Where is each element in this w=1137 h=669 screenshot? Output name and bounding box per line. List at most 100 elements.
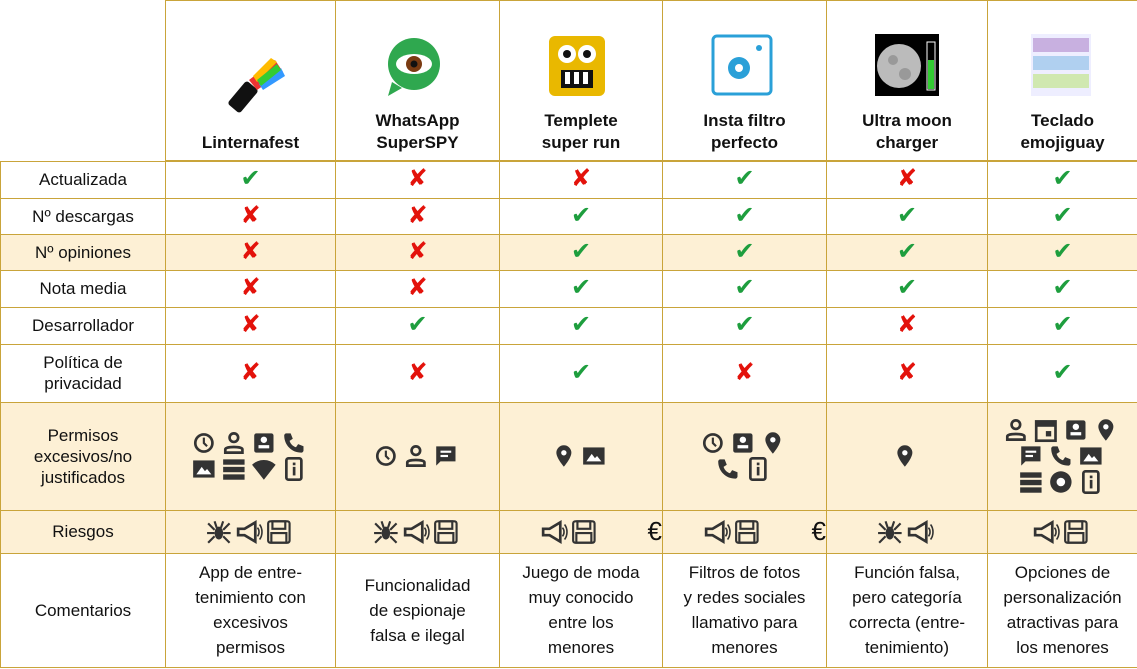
check-cell: ✔ xyxy=(499,269,663,308)
check-cell: ✘ xyxy=(662,343,827,403)
risks-cell xyxy=(165,509,336,554)
check-mark: ✔ xyxy=(896,200,918,229)
row-label: Riesgos xyxy=(0,509,166,554)
text-line: justificados xyxy=(40,467,126,487)
text-line: App de entre- xyxy=(198,563,302,582)
permissions-cell xyxy=(165,401,336,511)
check-cell: ✔ xyxy=(662,160,827,199)
text-line: Teclado xyxy=(1031,111,1094,130)
risks-cell xyxy=(987,509,1137,554)
text-line: Riesgos xyxy=(52,522,114,541)
permissions-cell xyxy=(499,401,663,511)
text-line: Actualizada xyxy=(39,170,127,189)
risks-cell xyxy=(826,509,988,554)
check-mark: ✘ xyxy=(407,273,428,301)
text-line: Linternafest xyxy=(201,133,300,152)
row-label: Política de privacidad xyxy=(0,343,166,403)
text-line: y redes sociales xyxy=(683,588,806,607)
icon-group xyxy=(897,445,913,467)
criteria-row: Política de privacidad ✘ ✘ ✔ ✘ ✘ ✔ xyxy=(0,343,1137,403)
check-mark: ✘ xyxy=(734,357,755,386)
check-cell: ✔ xyxy=(335,306,500,345)
icon-group xyxy=(375,445,455,467)
app-header: Linternafest xyxy=(165,0,336,162)
text-line: muy conocido xyxy=(528,588,634,607)
check-mark: ✔ xyxy=(734,273,755,301)
check-cell: ✘ xyxy=(335,269,500,308)
icon-group xyxy=(717,456,767,482)
text-line: Ultra moon xyxy=(862,111,952,130)
check-cell: ✘ xyxy=(335,343,500,403)
check-cell: ✔ xyxy=(987,160,1137,199)
check-mark: ✘ xyxy=(896,164,918,193)
text-line: Templete xyxy=(544,111,618,130)
check-mark: ✘ xyxy=(240,357,261,386)
text-line: atractivas para xyxy=(1006,613,1119,632)
risks-cell: € xyxy=(662,509,827,554)
text-line: perfecto xyxy=(710,133,779,152)
check-cell: ✔ xyxy=(826,197,988,235)
comments-row: Comentarios App de entre-tenimiento con ex… xyxy=(0,552,1137,668)
check-cell: ✔ xyxy=(662,197,827,235)
app-header: WhatsApp SuperSPY xyxy=(335,0,500,162)
check-cell: ✘ xyxy=(499,160,663,199)
text-line: Política de xyxy=(43,353,123,372)
check-cell: ✘ xyxy=(165,197,336,235)
check-mark: ✔ xyxy=(734,164,755,193)
permissions-cell xyxy=(335,401,500,511)
comment-cell: Opciones de personalización atractivas par… xyxy=(987,552,1137,668)
icon-group xyxy=(1005,419,1113,443)
text-line: de espionaje xyxy=(369,600,466,620)
check-mark: ✔ xyxy=(1052,164,1073,193)
row-label: Nº opiniones xyxy=(0,233,166,271)
row-label: Permisos excesivos/no justificados xyxy=(0,401,166,511)
text-line: SuperSPY xyxy=(376,133,459,152)
row-label: Desarrollador xyxy=(0,306,166,345)
check-cell: ✔ xyxy=(165,160,336,199)
text-line: Opciones de xyxy=(1014,563,1111,582)
risks-cell xyxy=(335,509,500,554)
text-line: tenimiento con xyxy=(195,588,306,607)
check-cell: ✘ xyxy=(165,343,336,403)
check-mark: ✘ xyxy=(240,236,261,265)
risks-cell: € xyxy=(499,509,663,554)
text-line: Filtros de fotos xyxy=(688,563,801,582)
app-icon xyxy=(549,36,605,96)
check-mark: ✔ xyxy=(734,310,755,338)
check-cell: ✔ xyxy=(662,306,827,345)
check-cell: ✔ xyxy=(987,197,1137,235)
permissions-cell xyxy=(662,401,827,511)
icon-group xyxy=(1033,519,1088,544)
criteria-row: Nº opiniones ✘ ✘ ✔ ✔ ✔ ✔ xyxy=(0,233,1137,271)
text-line: Comentarios xyxy=(34,600,132,620)
check-cell: ✘ xyxy=(826,306,988,345)
check-cell: ✔ xyxy=(826,233,988,271)
euro-sign: € xyxy=(647,516,662,546)
comment-cell: Filtros de fotos y redes sociales llamativ… xyxy=(662,552,827,668)
check-mark: ✘ xyxy=(407,236,428,265)
app-icon xyxy=(387,38,440,96)
check-mark: ✔ xyxy=(570,357,592,386)
text-line: menores xyxy=(711,638,778,657)
check-cell: ✘ xyxy=(826,343,988,403)
check-mark: ✘ xyxy=(240,200,261,229)
check-mark: ✘ xyxy=(896,310,918,338)
text-line: Nota media xyxy=(39,279,127,298)
check-cell: ✘ xyxy=(335,197,500,235)
check-mark: ✔ xyxy=(1052,200,1073,229)
check-mark: ✔ xyxy=(734,236,755,265)
text-line: tenimiento) xyxy=(864,638,950,657)
app-name: Linternafest xyxy=(167,132,334,154)
comment-cell: Juego de moda muy conocido entre los menore… xyxy=(499,552,663,668)
risk-icons xyxy=(828,519,987,545)
check-mark: ✔ xyxy=(896,236,918,265)
text-line: llamativo para xyxy=(691,613,798,632)
comment-cell: App de entre-tenimiento con excesivos perm… xyxy=(165,552,336,668)
text-line: Función falsa, xyxy=(854,563,960,582)
check-cell: ✔ xyxy=(987,233,1137,271)
icon-group xyxy=(702,432,780,454)
check-mark: ✔ xyxy=(570,236,592,265)
risk-icons: € xyxy=(501,516,662,546)
check-cell: ✘ xyxy=(335,233,500,271)
